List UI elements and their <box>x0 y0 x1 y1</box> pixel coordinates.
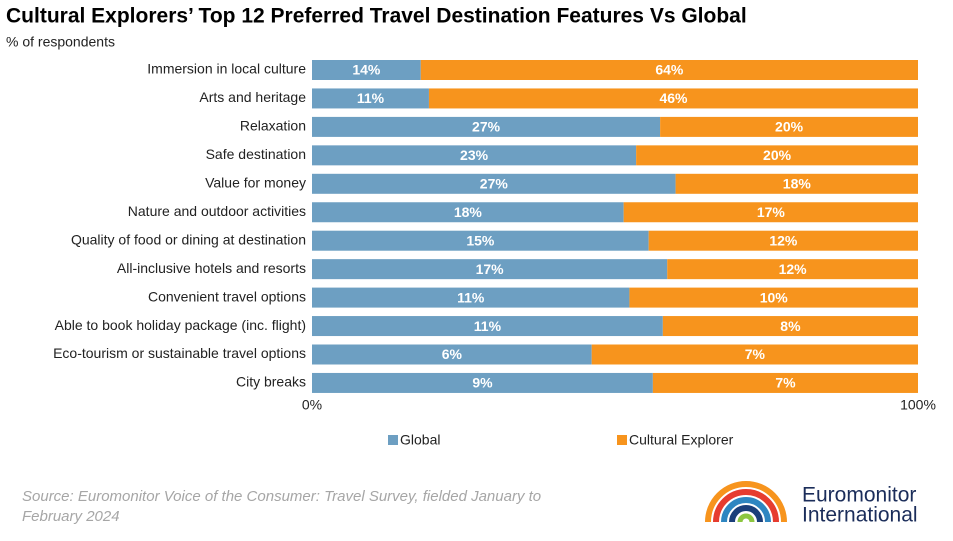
bar-segment <box>312 60 421 80</box>
bar-segment <box>629 287 918 308</box>
bar-segment <box>667 259 918 280</box>
source-note: Source: Euromonitor Voice of the Consume… <box>22 488 542 525</box>
y-tick-label: Relaxation <box>240 118 306 134</box>
y-tick-label: Able to book holiday package (inc. fligh… <box>55 317 306 333</box>
y-tick-label: Quality of food or dining at destination <box>71 231 306 247</box>
bar-segment <box>312 145 637 166</box>
data-label: 18% <box>783 176 812 192</box>
bar-segment <box>428 88 918 109</box>
bar-segment <box>312 259 668 280</box>
data-label: 6% <box>442 346 463 362</box>
bar-segment <box>312 344 592 365</box>
bar-segment <box>675 173 918 194</box>
data-label: 46% <box>659 90 688 106</box>
bar-segment <box>312 116 661 137</box>
bar-segment <box>312 372 653 393</box>
bar-segment <box>636 145 918 166</box>
bar-segment <box>623 202 918 223</box>
y-tick-label: Convenient travel options <box>148 288 306 304</box>
y-tick-label: City breaks <box>236 374 306 390</box>
data-label: 11% <box>357 90 385 106</box>
data-label: 20% <box>763 147 792 163</box>
y-tick-label: Immersion in local culture <box>147 61 306 77</box>
data-label: 7% <box>775 375 796 391</box>
bar-segment <box>312 316 663 337</box>
data-label: 12% <box>769 232 798 248</box>
bar-segment <box>312 88 429 109</box>
legend-swatch <box>388 435 398 445</box>
legend-label: Global <box>400 432 440 448</box>
bar-segment <box>420 60 918 80</box>
logo-text: International <box>802 504 918 527</box>
data-label: 8% <box>780 318 801 334</box>
bar-segment <box>312 230 649 251</box>
bar-segment <box>648 230 918 251</box>
y-tick-label: Safe destination <box>206 146 306 162</box>
logo-text: Euromonitor <box>802 484 916 507</box>
legend-label: Cultural Explorer <box>629 432 734 448</box>
data-label: 11% <box>474 318 502 334</box>
bar-segment <box>312 202 624 223</box>
chart-title: Cultural Explorers’ Top 12 Preferred Tra… <box>6 5 747 28</box>
data-label: 17% <box>476 261 505 277</box>
chart-subtitle: % of respondents <box>6 34 115 50</box>
bar-segment <box>312 173 676 194</box>
x-tick-label: 100% <box>900 397 936 413</box>
data-label: 64% <box>655 62 684 78</box>
legend-swatch <box>617 435 627 445</box>
data-label: 15% <box>466 232 495 248</box>
data-label: 10% <box>760 289 789 305</box>
data-label: 27% <box>472 119 501 135</box>
bar-segment <box>662 316 918 337</box>
y-tick-label: Eco-tourism or sustainable travel option… <box>53 345 306 361</box>
logo: Euromonitor International <box>705 481 918 527</box>
x-tick-label: 0% <box>302 397 322 413</box>
data-label: 7% <box>745 346 766 362</box>
bar-segment <box>660 116 918 137</box>
y-tick-label: All-inclusive hotels and resorts <box>117 260 306 276</box>
bar-segment <box>652 372 918 393</box>
data-label: 18% <box>454 204 483 220</box>
y-tick-label: Nature and outdoor activities <box>128 203 306 219</box>
data-label: 27% <box>480 176 509 192</box>
data-label: 12% <box>779 261 808 277</box>
data-label: 23% <box>460 147 489 163</box>
y-tick-label: Value for money <box>205 175 306 191</box>
data-label: 14% <box>352 62 381 78</box>
data-label: 9% <box>472 375 493 391</box>
bar-segment <box>312 287 630 308</box>
data-label: 20% <box>775 119 804 135</box>
bar-segment <box>591 344 918 365</box>
data-label: 11% <box>457 289 485 305</box>
y-tick-label: Arts and heritage <box>199 89 306 105</box>
data-label: 17% <box>757 204 786 220</box>
